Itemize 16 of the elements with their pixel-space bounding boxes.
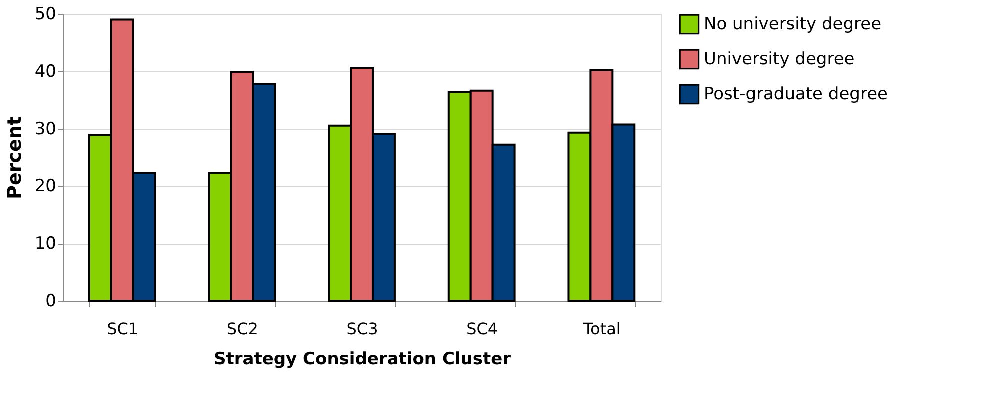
y-tick-label: 20	[34, 176, 56, 197]
y-tick-label: 50	[34, 4, 56, 24]
y-axis-title: Percent	[4, 116, 26, 200]
y-tick-label: 40	[34, 62, 56, 82]
legend-label: University degree	[704, 50, 855, 70]
y-tick-label: 0	[46, 292, 56, 312]
x-tick-label: SC2	[226, 320, 258, 338]
x-tick-label: SC3	[346, 320, 378, 338]
y-tick-label: 10	[34, 234, 56, 254]
y-tick-label: 30	[34, 119, 56, 140]
x-axis-title: Strategy Consideration Cluster	[214, 350, 512, 370]
legend-label: No university degree	[704, 14, 882, 34]
x-tick-label: SC4	[466, 320, 498, 338]
x-tick-label: Total	[582, 320, 621, 338]
x-tick-label: SC1	[107, 320, 139, 338]
legend-label: Post-graduate degree	[704, 84, 888, 104]
